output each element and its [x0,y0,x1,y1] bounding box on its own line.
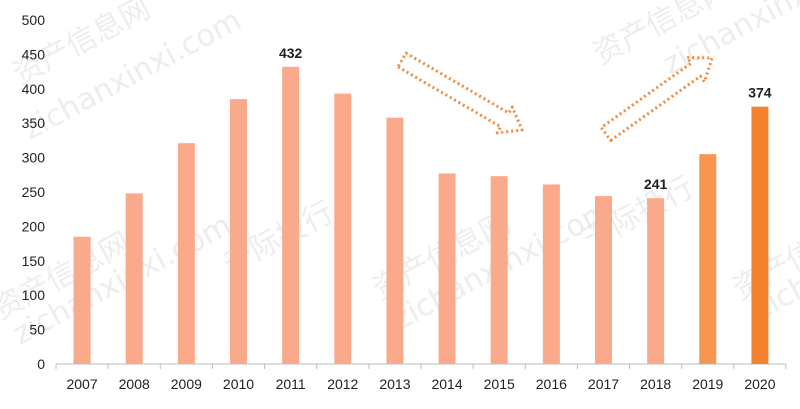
x-tick-label: 2010 [223,376,254,392]
y-tick-label: 200 [22,218,46,234]
x-tick-label: 2008 [119,376,150,392]
bar-2012 [334,93,352,364]
axes: 0 50 100 150 200 250 300 350 400 450 500 2007 2008 20… [22,12,787,392]
x-tick-label: 2015 [484,376,515,392]
x-tick-label: 2016 [536,376,567,392]
x-tick-label: 2017 [588,376,619,392]
x-tick-label: 2020 [744,376,775,392]
annotations [396,51,714,142]
bar-2007 [73,236,91,364]
x-tick-label: 2009 [171,376,202,392]
bar-2013 [386,117,404,364]
x-tick-label: 2018 [640,376,671,392]
x-tick-label: 2019 [692,376,723,392]
y-tick-label: 150 [22,253,46,269]
x-tick-label: 2011 [276,376,306,392]
bars [73,66,769,365]
bar-2008 [125,193,143,364]
bar-2014 [438,173,456,364]
x-tick-label: 2014 [431,376,462,392]
y-tick-label: 250 [22,184,46,200]
bar-2015 [490,176,508,364]
bar-2010 [230,99,247,365]
bar-2011 [282,66,300,364]
data-label-2011: 432 [279,45,303,61]
arrow-up-right [599,56,714,142]
data-label-2018: 241 [644,176,668,192]
y-tick-label: 300 [22,150,46,166]
x-tick-label: 2007 [66,376,97,392]
arrow-down-right [396,51,524,135]
x-tick-label: 2013 [379,376,410,392]
bar-2009 [177,143,195,364]
y-tick-label: 50 [29,322,45,338]
y-tick-label: 0 [37,356,45,372]
y-tick-label: 500 [22,12,46,28]
y-tick-label: 350 [22,115,46,131]
bar-2016 [542,184,560,364]
bar-2017 [595,196,612,364]
y-tick-label: 450 [22,46,46,62]
y-tick-label: 100 [22,287,46,303]
bar-2020 [751,106,769,365]
y-tick-label: 400 [22,81,46,97]
data-labels: 432 241 374 [279,45,772,192]
bar-2018 [647,198,665,364]
data-label-2020: 374 [748,85,772,101]
bar-2019 [699,154,717,364]
x-tick-label: 2012 [327,376,358,392]
